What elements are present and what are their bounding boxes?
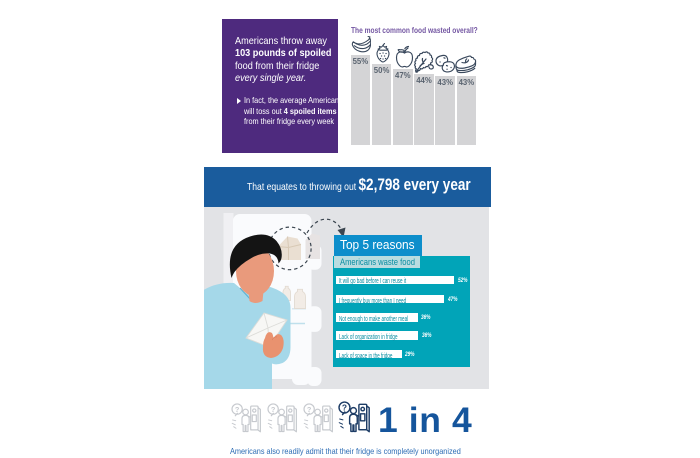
svg-text:?: ? — [307, 405, 312, 414]
svg-text:?: ? — [235, 405, 240, 414]
svg-text:?: ? — [271, 405, 276, 414]
svg-text:?: ? — [342, 403, 347, 413]
